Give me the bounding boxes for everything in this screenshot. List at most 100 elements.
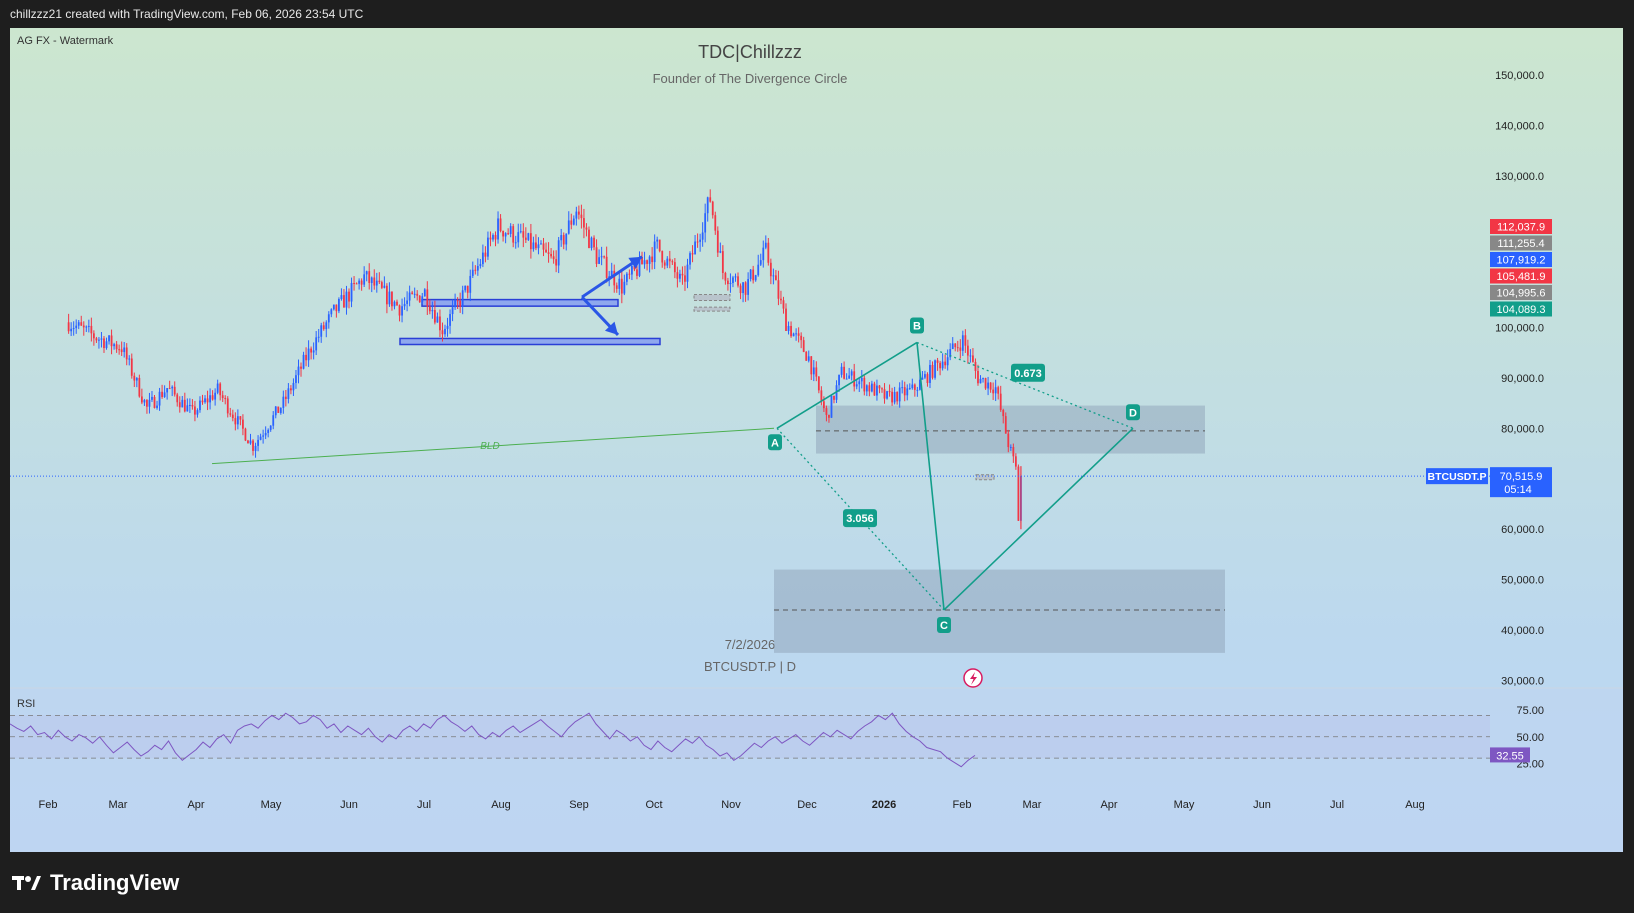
candle[interactable] — [1014, 453, 1017, 470]
candle[interactable] — [272, 411, 275, 430]
candle[interactable] — [833, 395, 835, 404]
candle[interactable] — [454, 293, 457, 310]
candle[interactable] — [883, 383, 886, 404]
candle[interactable] — [133, 372, 136, 387]
candle[interactable] — [802, 336, 805, 353]
candle[interactable] — [676, 266, 679, 288]
candle[interactable] — [828, 414, 830, 423]
candle[interactable] — [67, 313, 70, 334]
candle[interactable] — [699, 233, 702, 252]
candle[interactable] — [994, 379, 997, 402]
candle[interactable] — [800, 332, 803, 349]
candle[interactable] — [360, 278, 363, 291]
candle[interactable] — [681, 266, 684, 285]
candle[interactable] — [585, 223, 588, 237]
candle[interactable] — [542, 237, 545, 257]
candle[interactable] — [216, 379, 219, 395]
candle[interactable] — [724, 271, 727, 285]
candle[interactable] — [221, 390, 224, 402]
candle[interactable] — [651, 247, 654, 270]
harmonic-point-c[interactable]: C — [937, 616, 951, 633]
rsi-last-value-tag[interactable]: 32.55 — [1490, 747, 1530, 763]
candle[interactable] — [148, 392, 151, 414]
candle[interactable] — [805, 351, 808, 361]
candle[interactable] — [605, 246, 608, 283]
candle[interactable] — [514, 235, 517, 249]
candle[interactable] — [375, 272, 378, 293]
candle[interactable] — [1002, 408, 1005, 424]
candle[interactable] — [772, 268, 775, 285]
candle[interactable] — [317, 328, 320, 343]
candle[interactable] — [135, 377, 138, 388]
candle[interactable] — [709, 189, 712, 203]
candle[interactable] — [92, 330, 95, 346]
candle[interactable] — [924, 370, 926, 380]
candle[interactable] — [913, 383, 916, 397]
candle[interactable] — [327, 311, 330, 329]
candle[interactable] — [696, 233, 699, 248]
candle[interactable] — [552, 250, 555, 264]
candle[interactable] — [757, 254, 760, 277]
candle[interactable] — [446, 317, 449, 337]
candle[interactable] — [345, 285, 348, 315]
candle[interactable] — [411, 290, 414, 295]
candle[interactable] — [310, 346, 313, 360]
candle[interactable] — [186, 398, 189, 412]
candle[interactable] — [590, 236, 593, 251]
candle[interactable] — [934, 359, 936, 380]
candle[interactable] — [226, 396, 229, 418]
candle[interactable] — [171, 385, 174, 397]
candle[interactable] — [100, 331, 103, 348]
candle[interactable] — [797, 327, 800, 343]
candle[interactable] — [613, 264, 616, 293]
candle[interactable] — [206, 390, 209, 411]
candle[interactable] — [810, 355, 813, 381]
candle[interactable] — [575, 206, 578, 226]
candle[interactable] — [972, 348, 974, 363]
price-chart[interactable]: AG FX - Watermark TDC|Chillzzz Founder o… — [10, 28, 1623, 852]
candle[interactable] — [989, 382, 992, 393]
candle[interactable] — [481, 244, 484, 268]
candle[interactable] — [353, 276, 355, 291]
candle[interactable] — [469, 269, 472, 302]
candle[interactable] — [997, 385, 1000, 400]
blue-arrow[interactable] — [580, 296, 620, 336]
candle[interactable] — [679, 269, 681, 283]
candle[interactable] — [598, 249, 600, 265]
candle[interactable] — [845, 373, 848, 380]
candle[interactable] — [666, 256, 669, 269]
candle[interactable] — [896, 391, 899, 405]
candle[interactable] — [775, 269, 777, 281]
candle[interactable] — [231, 409, 234, 422]
candle[interactable] — [140, 388, 143, 405]
candle[interactable] — [242, 414, 244, 436]
candle[interactable] — [787, 321, 790, 335]
candle[interactable] — [620, 269, 623, 304]
candle[interactable] — [737, 272, 739, 288]
candle[interactable] — [891, 387, 893, 406]
candle[interactable] — [519, 223, 522, 234]
candle[interactable] — [838, 374, 840, 392]
candle[interactable] — [615, 282, 618, 293]
candle[interactable] — [254, 442, 257, 458]
candle[interactable] — [426, 281, 429, 315]
candle[interactable] — [178, 396, 181, 413]
candle[interactable] — [98, 337, 100, 349]
candle[interactable] — [759, 253, 762, 266]
candle[interactable] — [577, 205, 580, 220]
candle[interactable] — [75, 319, 78, 334]
candle[interactable] — [211, 390, 214, 401]
candle[interactable] — [95, 336, 98, 343]
candle[interactable] — [497, 211, 499, 244]
candle[interactable] — [224, 395, 227, 405]
candle[interactable] — [153, 394, 156, 409]
candle[interactable] — [476, 258, 479, 276]
price-tag[interactable]: 107,919.2 — [1490, 252, 1552, 267]
candle[interactable] — [863, 375, 866, 396]
candle[interactable] — [320, 322, 323, 343]
candle[interactable] — [128, 355, 131, 366]
small-zone[interactable] — [975, 474, 995, 481]
candle[interactable] — [125, 343, 128, 366]
candle[interactable] — [886, 390, 888, 400]
candle[interactable] — [979, 375, 982, 384]
